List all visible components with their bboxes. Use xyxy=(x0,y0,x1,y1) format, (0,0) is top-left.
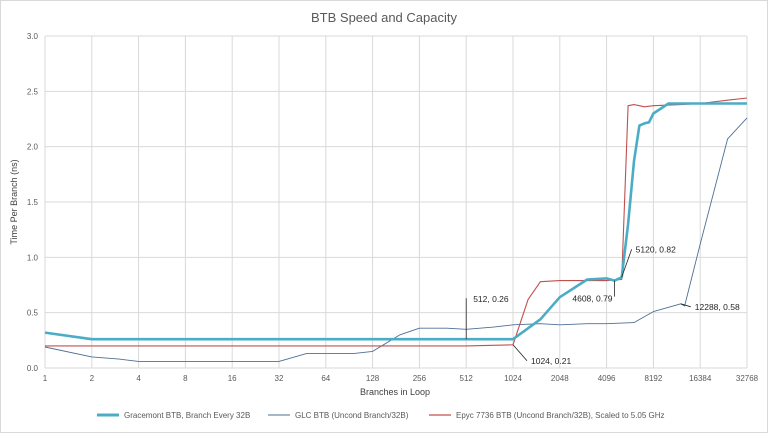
chart-title: BTB Speed and Capacity xyxy=(311,10,457,25)
x-tick-label: 16 xyxy=(228,374,237,383)
x-tick-label: 4 xyxy=(136,374,141,383)
x-tick-label: 32768 xyxy=(736,374,759,383)
y-tick-label: 3.0 xyxy=(27,32,39,41)
legend-label: GLC BTB (Uncond Branch/32B) xyxy=(295,411,409,420)
legend-label: Epyc 7736 BTB (Uncond Branch/32B), Scale… xyxy=(456,411,665,420)
x-axis-ticks: 1 2 4 8 16 32 64 128 256 512 1024 2048 4096 8192 16384… xyxy=(43,374,759,383)
x-tick-label: 512 xyxy=(460,374,474,383)
x-tick-label: 32 xyxy=(275,374,284,383)
annotation-label: 12288, 0.58 xyxy=(695,302,740,312)
x-tick-label: 16384 xyxy=(689,374,712,383)
annotation-leader xyxy=(680,303,691,308)
x-tick-label: 64 xyxy=(321,374,330,383)
x-axis-label: Branches in Loop xyxy=(360,387,430,397)
annotation-leader xyxy=(621,249,633,278)
x-tick-label: 2 xyxy=(90,374,95,383)
series-line-2 xyxy=(44,117,748,362)
x-tick-label: 1 xyxy=(43,374,48,383)
annotation-label: 512, 0.26 xyxy=(473,294,509,304)
y-axis-label: Time Per Branch (ns) xyxy=(9,159,19,244)
y-tick-label: 2.0 xyxy=(27,143,39,152)
annotation-leader xyxy=(512,344,528,362)
x-tick-label: 1024 xyxy=(504,374,522,383)
y-axis-ticks: 0.0 0.5 1.0 1.5 2.0 2.5 3.0 xyxy=(27,32,39,373)
x-tick-label: 4096 xyxy=(598,374,616,383)
annotation-label: 4608, 0.79 xyxy=(572,294,612,304)
series-line-3 xyxy=(45,97,748,347)
series-lines xyxy=(44,97,748,362)
annotation-label: 5120, 0.82 xyxy=(636,244,676,254)
x-tick-label: 8192 xyxy=(645,374,663,383)
annotation-label: 1024, 0.21 xyxy=(531,356,571,366)
x-tick-label: 8 xyxy=(183,374,188,383)
y-tick-label: 1.5 xyxy=(27,198,39,207)
y-tick-label: 0.0 xyxy=(27,364,39,373)
legend-label: Gracemont BTB, Branch Every 32B xyxy=(124,411,250,420)
annotations: 512, 0.26 1024, 0.21 4608, 0.79 5120, 0.82 1… xyxy=(465,244,740,366)
y-tick-label: 0.5 xyxy=(27,309,39,318)
gridlines xyxy=(44,35,748,369)
y-tick-label: 1.0 xyxy=(27,253,39,262)
series-line-1 xyxy=(44,102,747,341)
x-tick-label: 128 xyxy=(366,374,380,383)
y-tick-label: 2.5 xyxy=(27,87,39,96)
x-tick-label: 256 xyxy=(413,374,427,383)
legend: Gracemont BTB, Branch Every 32B GLC BTB (… xyxy=(97,411,665,420)
x-tick-label: 2048 xyxy=(551,374,569,383)
